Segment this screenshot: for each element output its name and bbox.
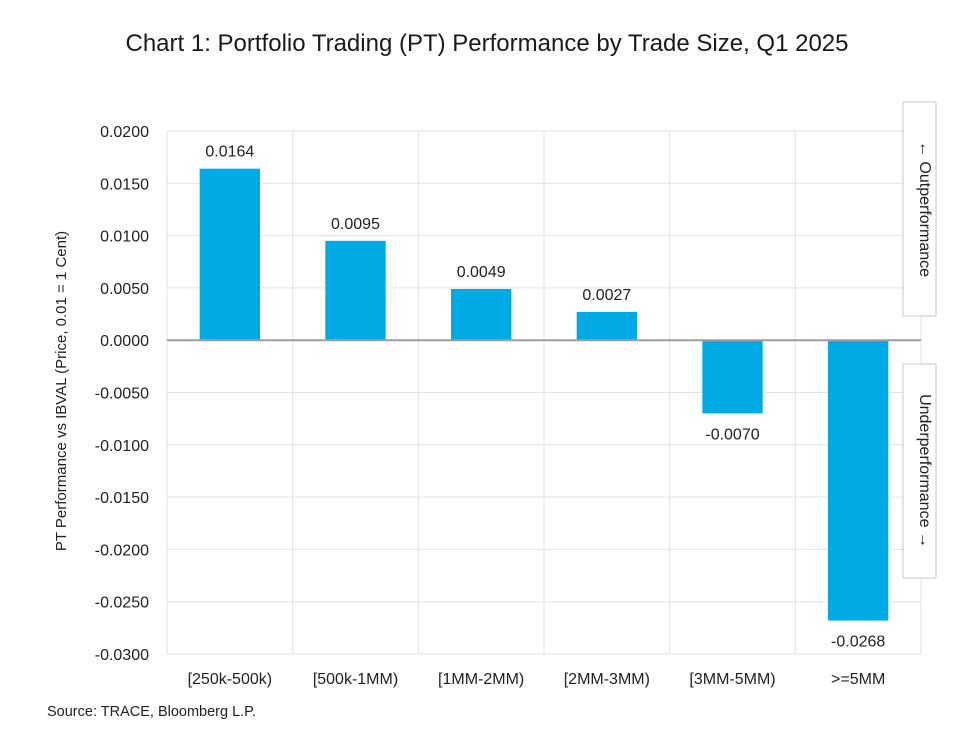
x-tick-label-3: [2MM-3MM) [564, 671, 650, 688]
y-tick-label-3: 0.0050 [100, 281, 149, 298]
data-label-4: -0.0070 [705, 426, 759, 443]
x-axis-ticks: [250k-500k) [500k-1MM) [1MM-2MM) [2MM-3MM) [… [188, 671, 886, 688]
data-label-5: -0.0268 [831, 634, 885, 651]
y-tick-label-4: 0.0000 [100, 333, 149, 350]
data-label-3: 0.0027 [582, 287, 631, 304]
y-tick-label-7: -0.0150 [95, 490, 149, 507]
y-tick-label-9: -0.0250 [95, 595, 149, 612]
bar-3 [576, 311, 637, 341]
y-axis-label: PT Performance vs IBVAL (Price, 0.01 = 1… [53, 231, 70, 551]
x-tick-label-4: [3MM-5MM) [689, 671, 775, 688]
bar-4 [702, 340, 763, 414]
bar-5 [828, 340, 889, 621]
y-tick-label-10: -0.0300 [95, 647, 149, 664]
data-label-1: 0.0095 [331, 216, 380, 233]
y-tick-label-1: 0.0150 [100, 176, 149, 193]
underperformance-box: Underperformance → [902, 363, 937, 579]
x-tick-label-1: [500k-1MM) [313, 671, 398, 688]
outperformance-box: ← Outperformance [902, 101, 937, 317]
bar-1 [325, 240, 386, 341]
y-tick-label-8: -0.0200 [95, 542, 149, 559]
chart-title: Chart 1: Portfolio Trading (PT) Performa… [125, 30, 849, 57]
x-tick-label-5: >=5MM [831, 671, 885, 688]
data-label-0: 0.0164 [205, 144, 254, 161]
x-tick-label-0: [250k-500k) [188, 671, 273, 688]
bar-2 [451, 288, 512, 341]
underperformance-label: Underperformance → [916, 394, 933, 548]
data-labels: 0.0164 0.0095 0.0049 0.0027 -0.0070 -0.0268 [205, 144, 885, 651]
y-tick-label-6: -0.0100 [95, 438, 149, 455]
bar-chart: 0.0200 0.0150 0.0100 0.0050 0.0000 -0.0050 -0.… [53, 101, 937, 688]
y-axis-ticks: 0.0200 0.0150 0.0100 0.0050 0.0000 -0.0050 -0.… [95, 124, 149, 664]
gridlines [166, 130, 922, 655]
x-tick-label-2: [1MM-2MM) [438, 671, 524, 688]
bar-0 [199, 168, 260, 341]
y-tick-label-2: 0.0100 [100, 229, 149, 246]
y-tick-label-0: 0.0200 [100, 124, 149, 141]
source-note: Source: TRACE, Bloomberg L.P. [47, 704, 257, 720]
data-label-2: 0.0049 [457, 264, 506, 281]
y-tick-label-5: -0.0050 [95, 386, 149, 403]
bars [199, 168, 889, 621]
outperformance-label: ← Outperformance [916, 141, 933, 277]
